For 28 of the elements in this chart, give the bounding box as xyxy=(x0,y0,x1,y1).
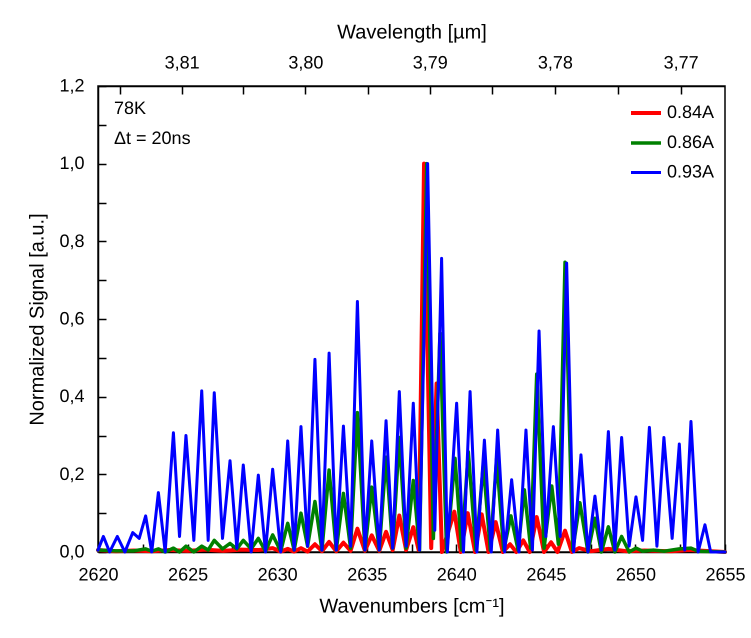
x-tick-label: 2620 xyxy=(78,564,119,584)
y-tick-label: 1,0 xyxy=(59,153,84,174)
x-tick-label: 2630 xyxy=(258,564,298,584)
x2-tick-label: 3,78 xyxy=(538,52,573,72)
x-tick-label: 2650 xyxy=(616,564,656,584)
x2-axis-title: Wavelength [µm] xyxy=(337,22,487,44)
legend-label: 0.84A xyxy=(667,102,714,122)
legend-label: 0.93A xyxy=(667,162,714,182)
annotation: Δt = 20ns xyxy=(114,128,191,148)
x-axis-title: Wavenumbers [cm⁻¹] xyxy=(319,596,505,618)
x2-tick-label: 3,79 xyxy=(412,52,448,72)
x2-tick-label: 3,80 xyxy=(288,52,324,72)
x-tick-label: 2635 xyxy=(347,564,388,584)
y-tick-label: 0,0 xyxy=(59,542,84,562)
y-tick-label: 0,6 xyxy=(59,308,84,328)
y-tick-label: 0,4 xyxy=(59,386,84,406)
annotation: 78K xyxy=(114,98,146,118)
x-tick-label: 2640 xyxy=(436,564,477,584)
x2-tick-label: 3,77 xyxy=(664,52,699,72)
y-axis-title: Normalized Signal [a.u.] xyxy=(26,213,48,426)
legend-label: 0.86A xyxy=(667,132,714,152)
x-tick-label: 2655 xyxy=(705,564,746,584)
x-tick-label: 2625 xyxy=(168,564,208,584)
y-tick-label: 1,2 xyxy=(59,76,84,96)
y-tick-label: 0,2 xyxy=(59,464,84,484)
x2-tick-label: 3,81 xyxy=(164,52,200,72)
x-tick-label: 2645 xyxy=(526,564,566,584)
y-tick-label: 0,8 xyxy=(59,230,84,251)
